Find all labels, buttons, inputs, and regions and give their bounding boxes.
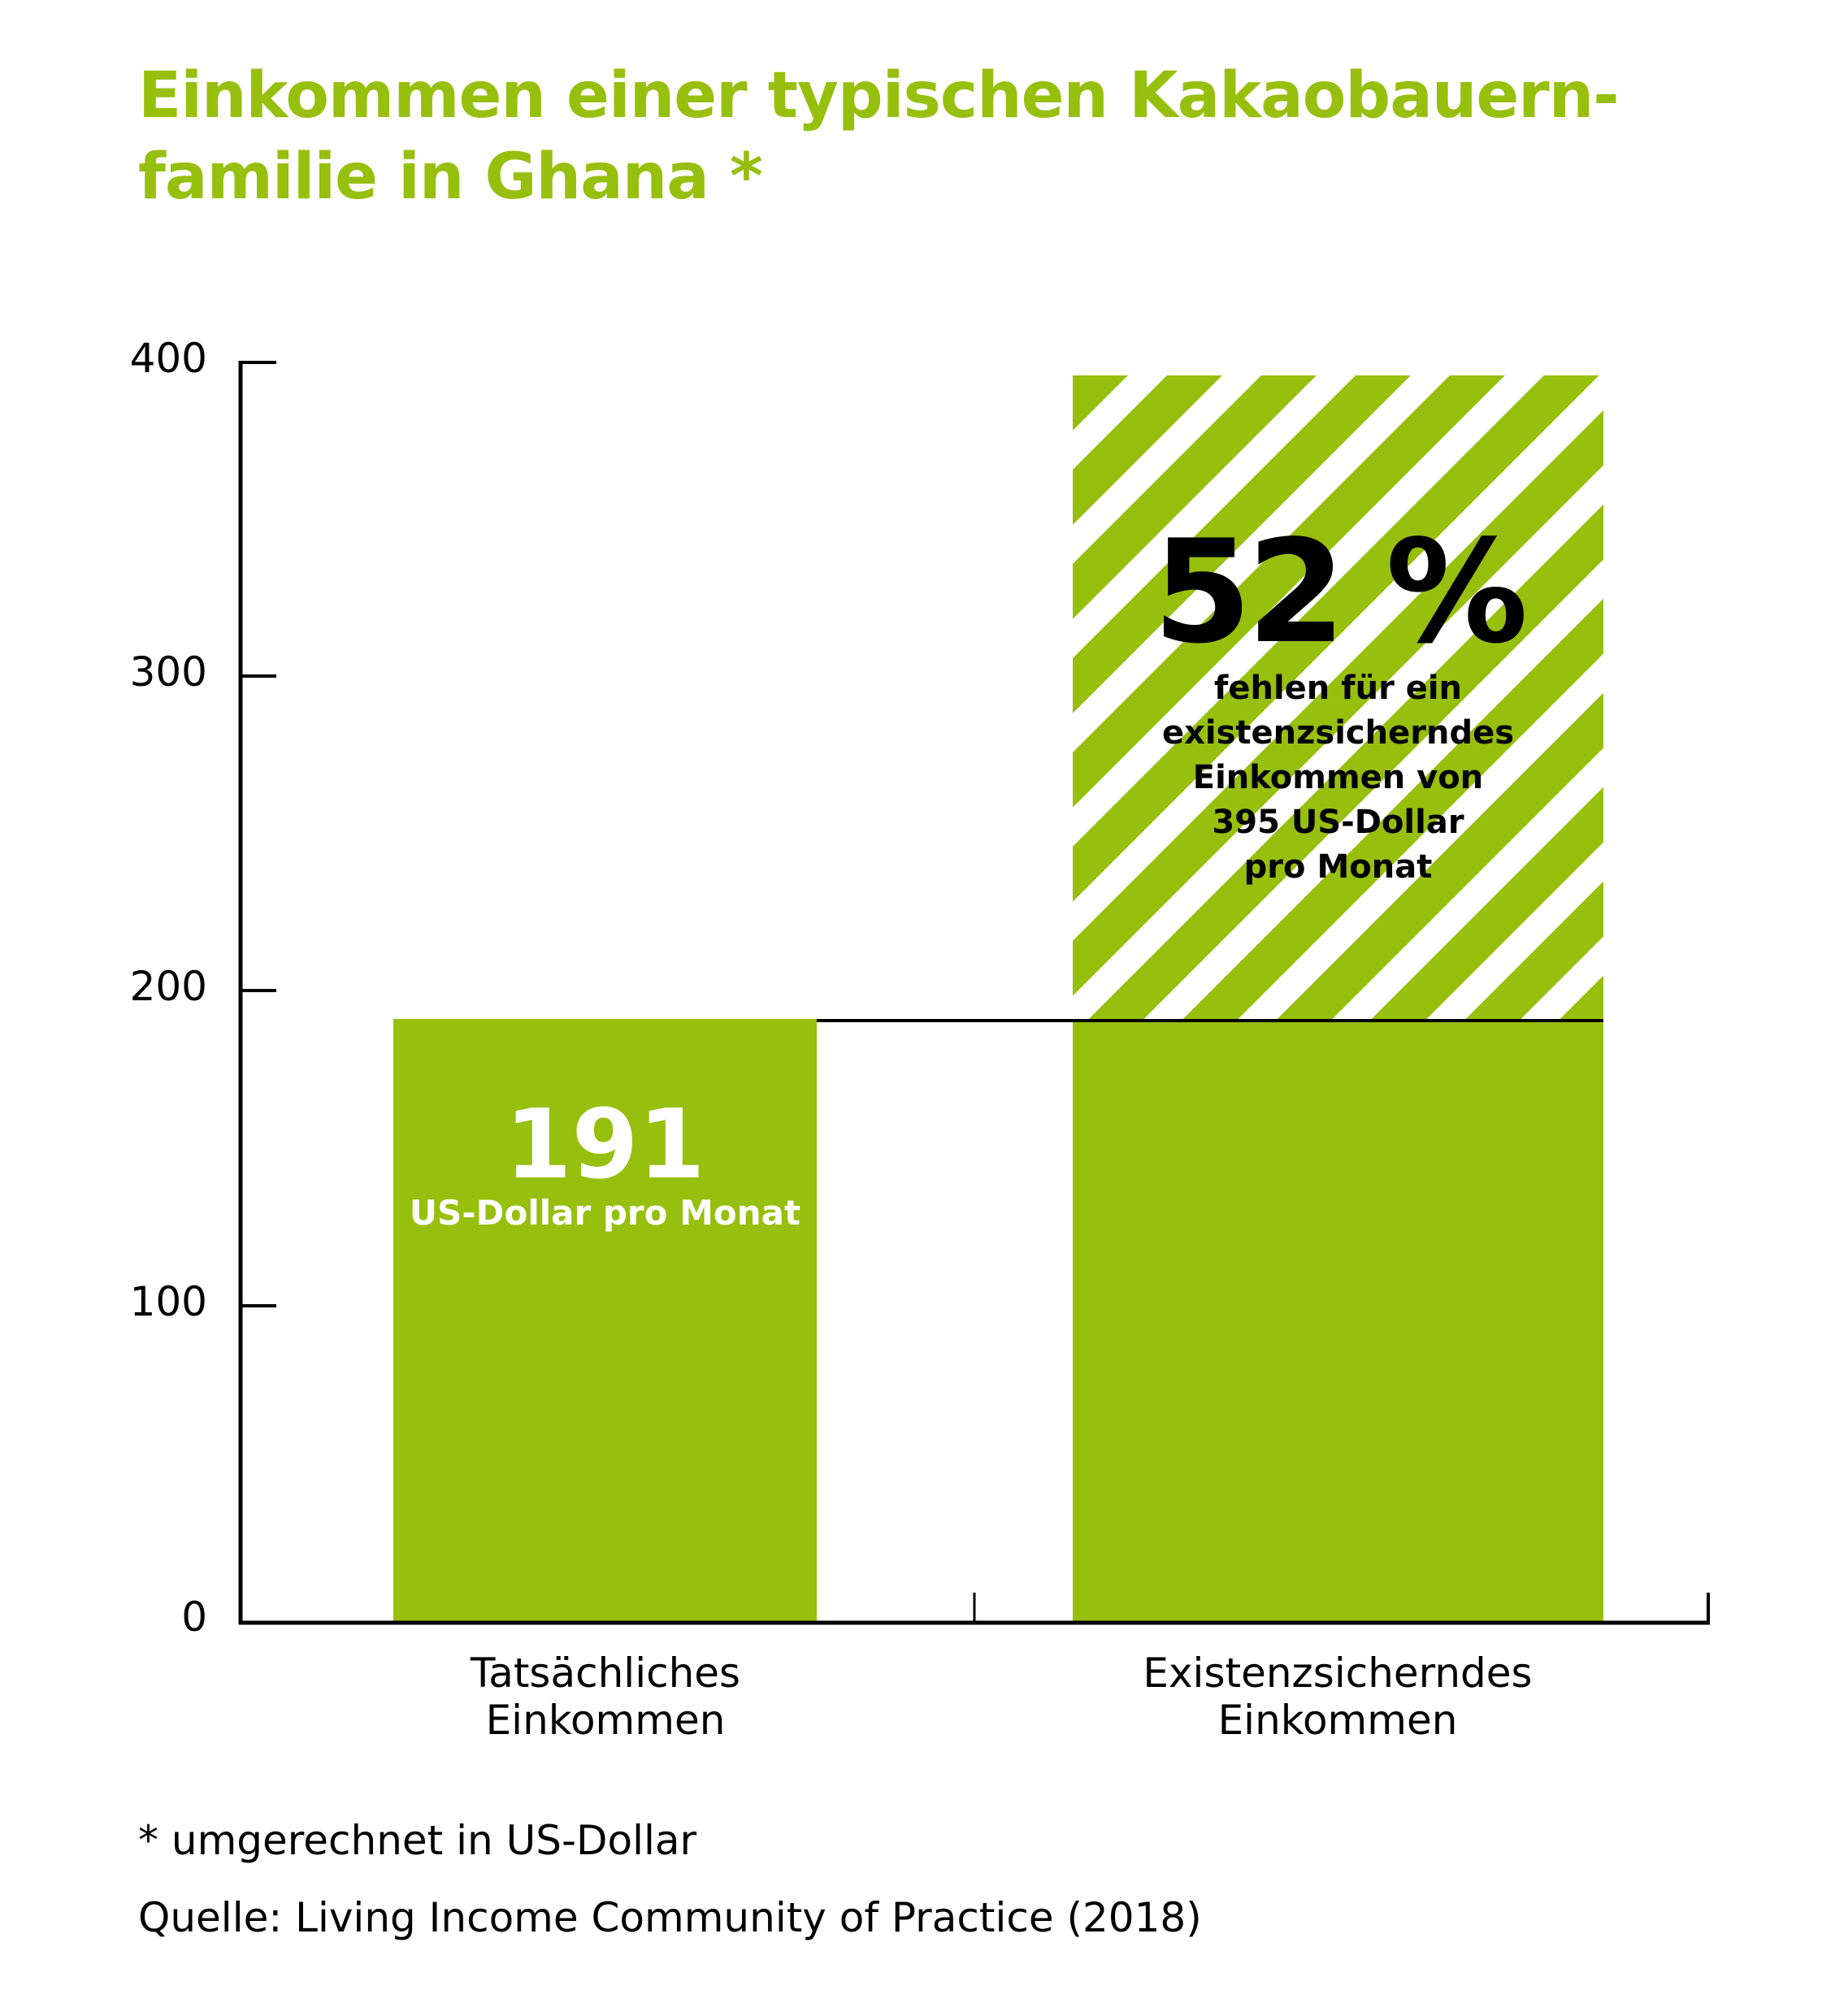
gap-line-3: Einkommen von: [1192, 759, 1484, 796]
gap-line-2: existenzsicherndes: [1161, 714, 1515, 752]
category-label-living-line-2: Einkommen: [1217, 1697, 1458, 1744]
actual-income-label: 191 US-Dollar pro Monat: [393, 1095, 817, 1233]
gap-line-4: 395 US-Dollar: [1212, 804, 1464, 841]
y-tick-label-0: 0: [181, 1593, 207, 1641]
actual-income-caption: US-Dollar pro Monat: [409, 1193, 801, 1233]
category-label-living: Existenzsicherndes Einkommen: [1053, 1650, 1622, 1744]
actual-income-value: 191: [505, 1088, 705, 1200]
gap-percent: 52 %: [1152, 510, 1529, 675]
gap-line-5: pro Monat: [1243, 848, 1433, 886]
category-label-actual-line-2: Einkommen: [485, 1697, 726, 1744]
category-label-actual-line-1: Tatsächliches: [470, 1650, 741, 1697]
y-tick-label-300: 300: [129, 648, 207, 696]
bar-living-income-gap: [1073, 375, 1603, 1021]
chart-title-line-1: Einkommen einer typischen Kakaobauern-: [138, 59, 1620, 132]
category-label-actual: Tatsächliches Einkommen: [321, 1650, 890, 1744]
y-tick-label-400: 400: [129, 335, 207, 382]
gap-annotation: 52 % fehlen für ein existenzsicherndes E…: [1073, 520, 1603, 890]
category-label-living-line-1: Existenzsicherndes: [1143, 1650, 1533, 1697]
gap-line-1: fehlen für ein: [1213, 670, 1463, 707]
bar-actual-income: [393, 1019, 817, 1623]
footnote-currency: * umgerechnet in US-Dollar: [138, 1817, 697, 1864]
chart-title: Einkommen einer typischen Kakaobauern- f…: [138, 55, 1763, 218]
bar-living-income-base: [1073, 1021, 1603, 1623]
source-note: Quelle: Living Income Community of Pract…: [138, 1894, 1202, 1941]
y-tick-label-100: 100: [129, 1278, 207, 1325]
y-tick-label-200: 200: [129, 963, 207, 1010]
chart-title-line-2: familie in Ghana *: [138, 141, 763, 214]
